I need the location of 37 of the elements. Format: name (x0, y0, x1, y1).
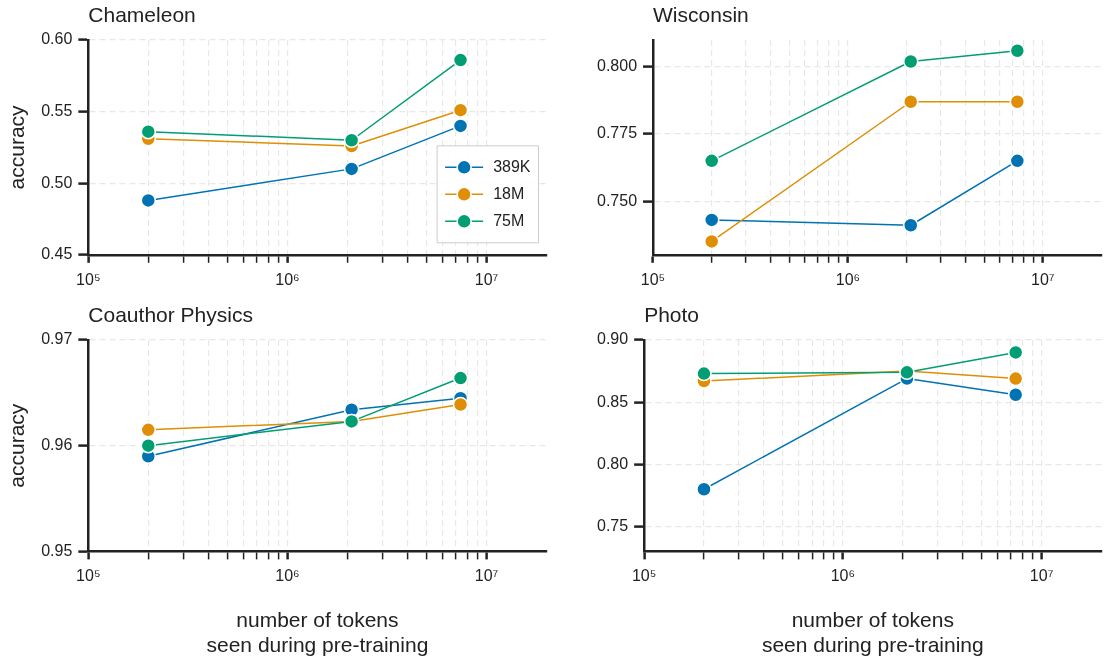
y-tick-label: 0.95 (41, 541, 73, 559)
y-tick-label: 0.60 (41, 30, 73, 48)
y-tick-label: 0.80 (597, 454, 629, 472)
y-tick-label: 0.85 (597, 392, 629, 410)
y-tick-label: 0.50 (41, 173, 73, 191)
chart-title: Wisconsin (653, 3, 749, 26)
x-tick-label: 10⁷ (474, 567, 499, 585)
y-tick-label: 0.90 (597, 330, 629, 348)
y-tick-label: 0.800 (596, 57, 638, 75)
x-tick-label: 10⁶ (835, 270, 861, 288)
legend-label: 389K (493, 157, 531, 175)
y-tick-label: 0.75 (597, 516, 629, 534)
y-axis-title: accuracy (5, 403, 29, 488)
y-tick-label: 0.775 (596, 124, 638, 142)
y-tick-label: 0.55 (41, 102, 73, 120)
x-tick-label: 10⁶ (275, 270, 300, 288)
chart-title: Photo (644, 303, 700, 326)
x-tick-label: 10⁵ (76, 567, 101, 585)
y-axis-title: accuracy (5, 104, 29, 190)
x-tick-label: 10⁷ (1029, 567, 1054, 585)
x-axis-title: number of tokens seen during pre-training (761, 608, 984, 657)
legend-label: 75M (493, 211, 525, 229)
chart-title: Chameleon (88, 3, 196, 26)
x-tick-label: 10⁵ (640, 270, 666, 288)
x-tick-label: 10⁶ (830, 567, 856, 585)
y-tick-label: 0.45 (41, 245, 73, 263)
x-tick-label: 10⁵ (76, 270, 101, 288)
y-tick-label: 0.96 (41, 436, 73, 454)
x-tick-label: 10⁶ (275, 567, 300, 585)
x-tick-label: 10⁷ (1031, 270, 1055, 288)
chart-title: Coauthor Physics (88, 303, 253, 326)
x-tick-label: 10⁵ (631, 567, 657, 585)
y-tick-label: 0.97 (41, 330, 73, 348)
legend-label: 18M (493, 184, 525, 202)
y-tick-label: 0.750 (596, 191, 638, 209)
x-axis-title: number of tokens seen during pre-training (206, 608, 429, 657)
x-tick-label: 10⁷ (474, 270, 499, 288)
